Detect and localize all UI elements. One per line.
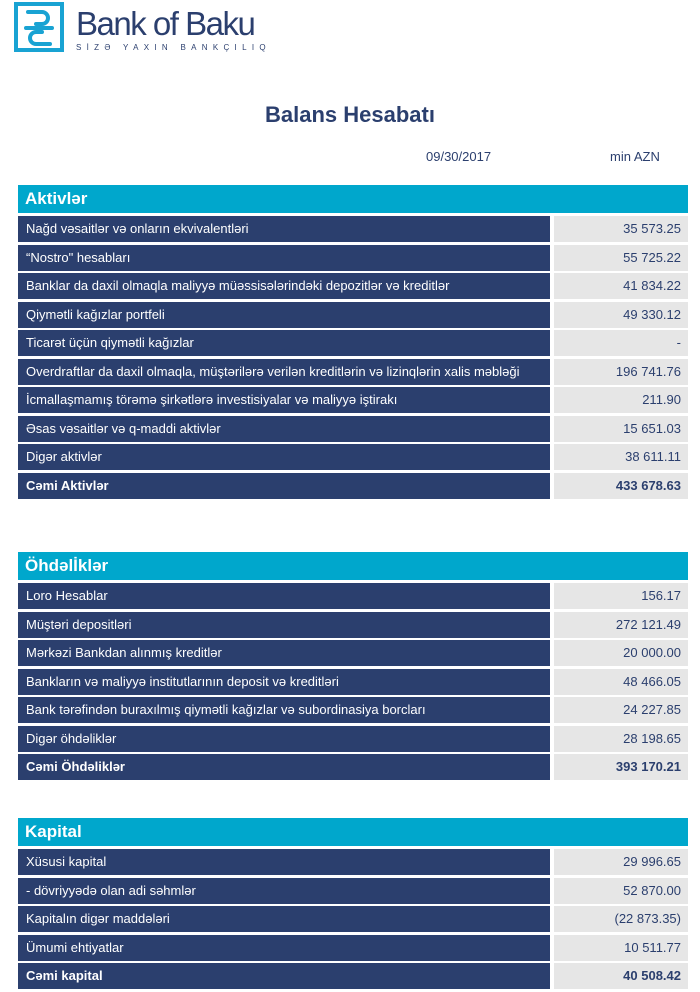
row-label: Ticarət üçün qiymətli kağızlar	[18, 330, 550, 356]
row-label: - dövriyyədə olan adi səhmlər	[18, 877, 550, 904]
table-row: Ümumi ehtiyatlar 10 511.77	[18, 934, 688, 961]
row-value: 156.17	[554, 583, 688, 609]
row-value: 15 651.03	[554, 415, 688, 442]
row-label: Overdraftlar da daxil olmaqla, müştərilə…	[18, 358, 550, 385]
total-value: 433 678.63	[554, 472, 688, 499]
row-label: Loro Hesablar	[18, 583, 550, 609]
total-value: 40 508.42	[554, 963, 688, 989]
row-label: Kapitalın digər maddələri	[18, 906, 550, 932]
section-header: Öhdəlİklər	[18, 552, 688, 580]
row-value: 49 330.12	[554, 301, 688, 328]
total-label: Cəmi kapital	[18, 963, 550, 989]
row-label: İcmallaşmamış törəmə şirkətlərə investis…	[18, 387, 550, 413]
row-label: Ümumi ehtiyatlar	[18, 934, 550, 961]
row-label: Müştəri depositləri	[18, 611, 550, 638]
row-value: 35 573.25	[554, 216, 688, 242]
row-value: 38 611.11	[554, 444, 688, 470]
row-label: Digər aktivlər	[18, 444, 550, 470]
section-2: Kapital Xüsusi kapital 29 996.65- dövriyyə…	[18, 818, 688, 992]
table-row: Qiymətli kağızlar portfeli 49 330.12	[18, 301, 688, 328]
row-value: 52 870.00	[554, 877, 688, 904]
table-row: Nağd vəsaitlər və onların ekvivalentləri…	[18, 216, 688, 242]
section-header: Kapital	[18, 818, 688, 846]
page-title: Balans Hesabatı	[265, 102, 435, 127]
currency-unit: min AZN	[610, 149, 660, 164]
row-label: Banklar da daxil olmaqla maliyyə müəssis…	[18, 273, 550, 299]
row-value: 55 725.22	[554, 244, 688, 271]
row-label: “Nostro" hesabları	[18, 244, 550, 271]
table-row: Mərkəzi Bankdan alınmış kreditlər 20 000.…	[18, 640, 688, 666]
row-value: 10 511.77	[554, 934, 688, 961]
row-value: 196 741.76	[554, 358, 688, 385]
row-label: Bank tərəfindən buraxılmış qiymətli kağı…	[18, 697, 550, 723]
table-row: Bank tərəfindən buraxılmış qiymətli kağı…	[18, 697, 688, 723]
total-label: Cəmi Öhdəliklər	[18, 754, 550, 780]
report-date: 09/30/2017	[426, 149, 492, 164]
row-value: -	[554, 330, 688, 356]
row-value: 29 996.65	[554, 849, 688, 875]
logo-brand: Bank of Baku	[76, 5, 256, 42]
row-value: (22 873.35)	[554, 906, 688, 932]
logo-tagline: SİZƏ YAXIN BANKÇILIQ	[76, 43, 271, 52]
row-value: 24 227.85	[554, 697, 688, 723]
table-row: Banklar da daxil olmaqla maliyyə müəssis…	[18, 273, 688, 299]
row-value: 20 000.00	[554, 640, 688, 666]
table-row: Digər aktivlər 38 611.11	[18, 444, 688, 470]
table-row: - dövriyyədə olan adi səhmlər 52 870.00	[18, 877, 688, 904]
row-value: 28 198.65	[554, 725, 688, 752]
row-label: Nağd vəsaitlər və onların ekvivalentləri	[18, 216, 550, 242]
row-label: Digər öhdəliklər	[18, 725, 550, 752]
row-label: Mərkəzi Bankdan alınmış kreditlər	[18, 640, 550, 666]
table-row: Əsas vəsaitlər və q-maddi aktivlər 15 651…	[18, 415, 688, 442]
table-row: Loro Hesablar 156.17	[18, 583, 688, 609]
table-row: Bankların və maliyyə institutlarının dep…	[18, 668, 688, 695]
row-label: Əsas vəsaitlər və q-maddi aktivlər	[18, 415, 550, 442]
row-label: Xüsusi kapital	[18, 849, 550, 875]
total-row: Cəmi kapital 40 508.42	[18, 963, 688, 989]
table-row: Müştəri depositləri 272 121.49	[18, 611, 688, 638]
table-row: “Nostro" hesabları 55 725.22	[18, 244, 688, 271]
total-row: Cəmi Öhdəliklər 393 170.21	[18, 754, 688, 780]
row-label: Bankların və maliyyə institutlarının dep…	[18, 668, 550, 695]
row-value: 48 466.05	[554, 668, 688, 695]
chain-link-icon	[14, 2, 64, 52]
row-value: 41 834.22	[554, 273, 688, 299]
table-row: Overdraftlar da daxil olmaqla, müştərilə…	[18, 358, 688, 385]
total-row: Cəmi Aktivlər 433 678.63	[18, 472, 688, 499]
row-value: 272 121.49	[554, 611, 688, 638]
table-row: Kapitalın digər maddələri (22 873.35)	[18, 906, 688, 932]
section-header: Aktivlər	[18, 185, 688, 213]
table-row: Ticarət üçün qiymətli kağızlar -	[18, 330, 688, 356]
total-value: 393 170.21	[554, 754, 688, 780]
section-1: Öhdəlİklər Loro Hesablar 156.17 Müştəri dep…	[18, 552, 688, 783]
section-0: Aktivlər Nağd vəsaitlər və onların ekviva…	[18, 185, 688, 501]
row-label: Qiymətli kağızlar portfeli	[18, 301, 550, 328]
table-row: Digər öhdəliklər 28 198.65	[18, 725, 688, 752]
row-value: 211.90	[554, 387, 688, 413]
total-label: Cəmi Aktivlər	[18, 472, 550, 499]
bank-logo: Bank of Baku SİZƏ YAXIN BANKÇILIQ	[14, 2, 271, 52]
table-row: İcmallaşmamış törəmə şirkətlərə investis…	[18, 387, 688, 413]
table-row: Xüsusi kapital 29 996.65	[18, 849, 688, 875]
